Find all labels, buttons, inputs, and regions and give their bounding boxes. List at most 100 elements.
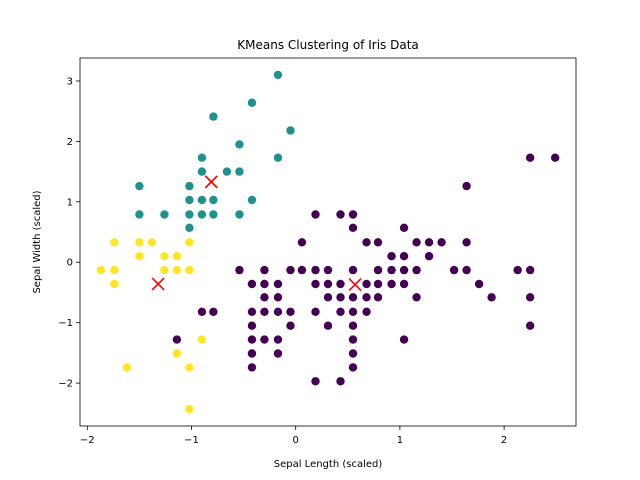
cluster-1-point xyxy=(197,153,207,162)
cluster-0-point xyxy=(462,181,471,191)
cluster-1-point xyxy=(209,195,218,205)
centroid-marker xyxy=(151,277,165,291)
cluster-0-point xyxy=(336,210,345,219)
cluster-2-point xyxy=(110,238,119,247)
cluster-0-point xyxy=(462,265,471,275)
cluster-2-point xyxy=(185,265,194,275)
cluster-0-point xyxy=(336,377,345,386)
cluster-0-point xyxy=(323,293,333,302)
cluster-0-point xyxy=(260,293,269,302)
cluster-0-point xyxy=(348,307,358,316)
cluster-0-point xyxy=(286,321,295,330)
cluster-0-point xyxy=(424,238,434,247)
cluster-2-point xyxy=(185,238,194,247)
cluster-0-point xyxy=(247,307,257,316)
cluster-2-point xyxy=(172,349,182,358)
cluster-0-point xyxy=(362,307,371,316)
cluster-0-point xyxy=(525,293,535,302)
x-axis-label: Sepal Length (scaled) xyxy=(274,459,383,470)
cluster-0-point xyxy=(462,238,471,247)
cluster-0-point xyxy=(424,252,434,261)
cluster-2-point xyxy=(135,252,144,261)
cluster-0-point xyxy=(348,293,358,302)
cluster-2-point xyxy=(197,335,207,344)
y-tick-label: 1 xyxy=(67,197,73,208)
x-axis: −2 −1 0 1 2 xyxy=(80,426,507,446)
cluster-0-point xyxy=(247,321,257,330)
cluster-1-point xyxy=(235,210,244,219)
cluster-0-point xyxy=(260,279,269,289)
cluster-0-point xyxy=(311,279,320,289)
cluster-0-point xyxy=(336,307,345,316)
cluster-0-point xyxy=(197,307,207,316)
cluster-1-point xyxy=(247,195,257,205)
cluster-0-point xyxy=(273,335,283,344)
cluster-0-point xyxy=(273,349,283,358)
cluster-0-point xyxy=(348,321,358,330)
cluster-0-point xyxy=(323,279,333,289)
cluster-1-point xyxy=(273,70,283,80)
cluster-0-point xyxy=(362,293,371,302)
cluster-0-point xyxy=(550,153,560,162)
cluster-0-point xyxy=(412,265,421,275)
cluster-0-point xyxy=(311,265,320,275)
cluster-0-point xyxy=(525,321,535,330)
cluster-2-point xyxy=(122,363,132,372)
cluster-0-point xyxy=(399,335,409,344)
cluster-1-point xyxy=(235,140,244,149)
cluster-0-point xyxy=(399,252,409,261)
cluster-0-point xyxy=(311,377,320,386)
cluster-0-point xyxy=(247,349,257,358)
cluster-0-point xyxy=(286,307,295,316)
cluster-1-point xyxy=(209,210,218,219)
cluster-0-point xyxy=(273,307,283,316)
cluster-0-point xyxy=(260,265,269,275)
y-axis: −2 −1 0 1 2 3 xyxy=(58,76,80,390)
cluster-2-point xyxy=(160,265,169,275)
cluster-0-point xyxy=(297,238,307,247)
cluster-1-point xyxy=(185,195,194,205)
cluster-1-point xyxy=(209,112,218,121)
cluster-0-point xyxy=(311,307,320,316)
cluster-0-point xyxy=(373,265,383,275)
cluster-0-point xyxy=(336,293,345,302)
y-tick-label: 2 xyxy=(67,137,73,148)
cluster-0-point xyxy=(260,335,269,344)
cluster-0-point xyxy=(399,279,409,289)
cluster-0-point xyxy=(525,265,535,275)
cluster-0-point xyxy=(273,293,283,302)
cluster-0-point xyxy=(474,279,484,289)
cluster-0-point xyxy=(373,238,383,247)
cluster-2-point xyxy=(185,363,194,372)
cluster-1-point xyxy=(286,126,295,135)
cluster-1-point xyxy=(185,210,194,219)
cluster-1-point xyxy=(185,223,194,232)
cluster-0-point xyxy=(260,307,269,316)
x-tick-label: 0 xyxy=(293,435,299,446)
cluster-0-point xyxy=(247,279,257,289)
centroid-marker xyxy=(204,175,218,189)
cluster-0-point xyxy=(247,335,257,344)
cluster-0-point xyxy=(348,335,358,344)
cluster-0-point xyxy=(273,279,283,289)
cluster-0-point xyxy=(348,349,358,358)
cluster-1-point xyxy=(185,181,194,191)
cluster-2-point xyxy=(110,279,119,289)
points-layer xyxy=(96,70,560,414)
cluster-0-point xyxy=(399,265,409,275)
cluster-1-point xyxy=(160,210,169,219)
cluster-0-point xyxy=(323,265,333,275)
cluster-0-point xyxy=(348,210,358,219)
cluster-0-point xyxy=(525,153,535,162)
cluster-0-point xyxy=(311,210,320,219)
cluster-0-point xyxy=(399,223,409,232)
cluster-0-point xyxy=(437,238,446,247)
cluster-0-point xyxy=(487,293,496,302)
centroid-marker xyxy=(348,278,362,292)
y-tick-label: 3 xyxy=(67,76,73,87)
cluster-1-point xyxy=(197,210,207,219)
plot-frame xyxy=(79,57,577,427)
cluster-2-point xyxy=(147,238,157,247)
